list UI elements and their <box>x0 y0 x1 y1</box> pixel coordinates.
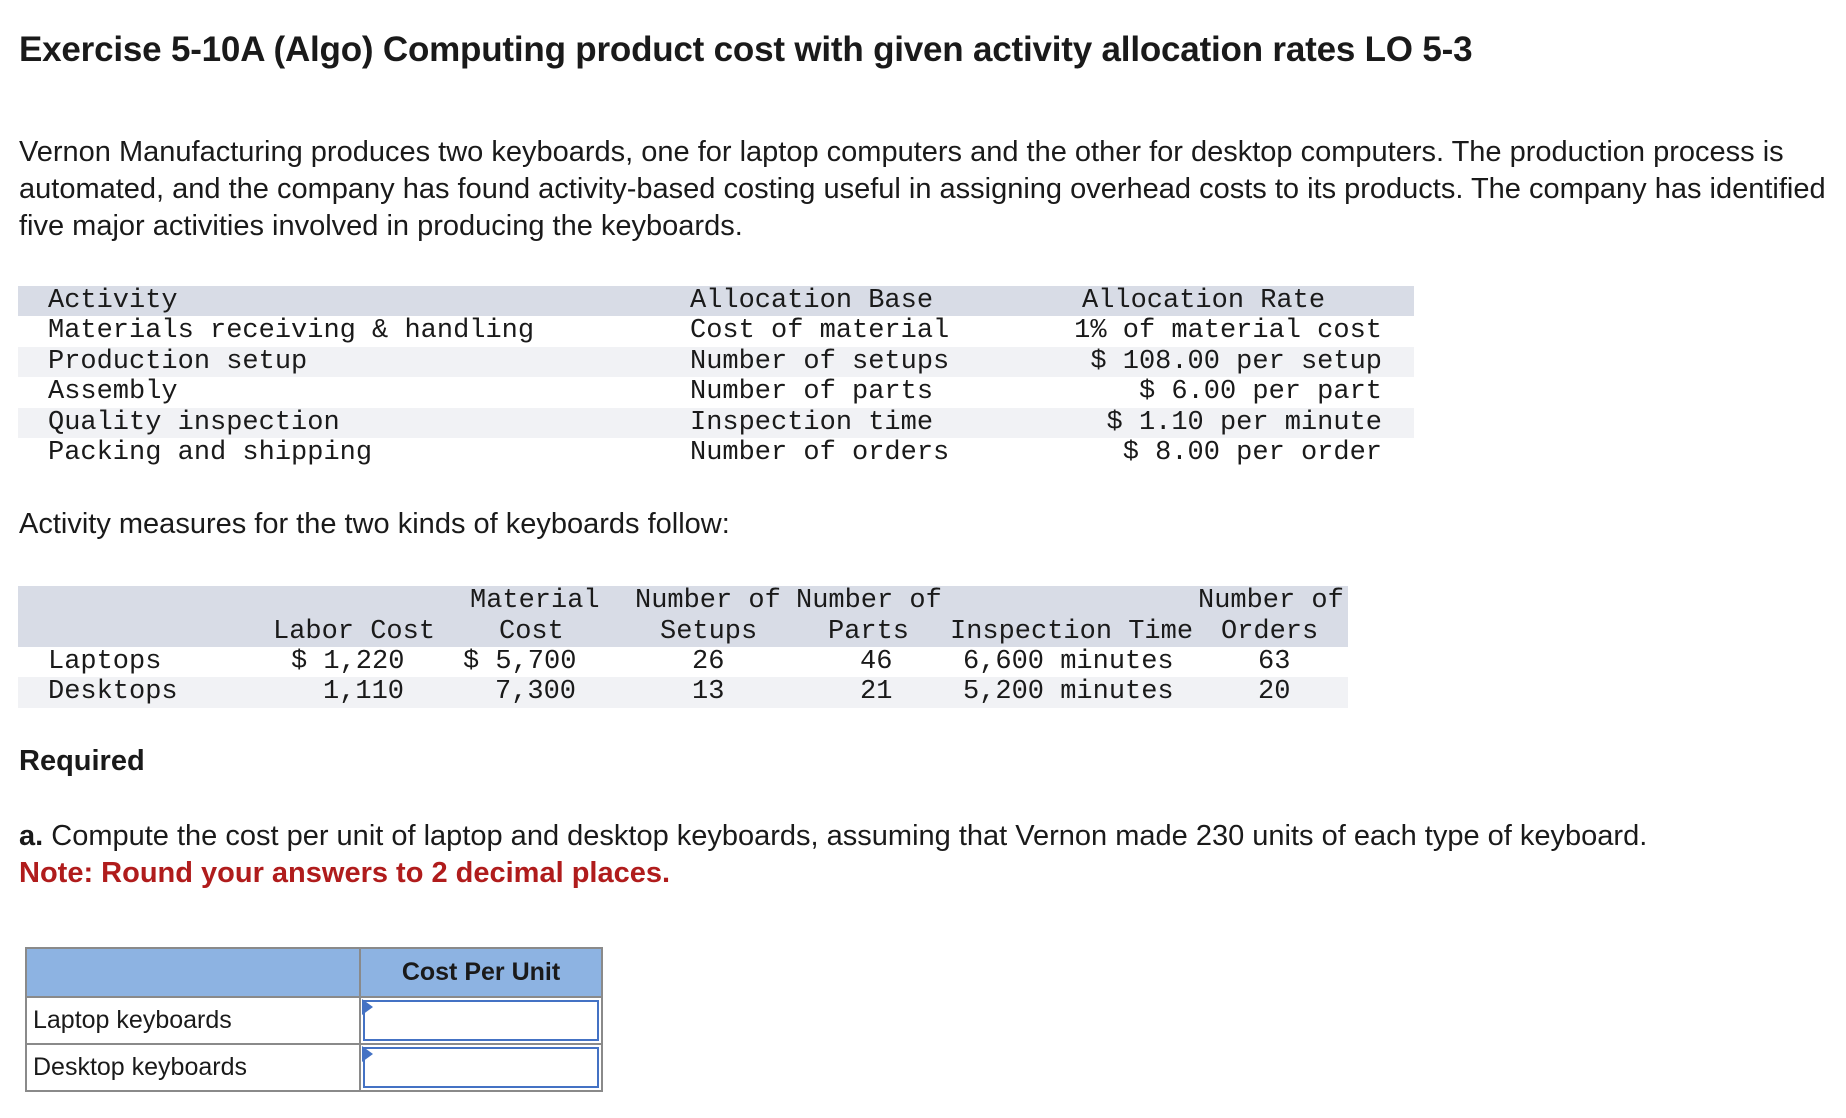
parts-value: 21 <box>860 677 893 708</box>
material-cost-value: $ 5,700 <box>463 647 577 677</box>
table-row: Packing and shipping Number of orders $ … <box>18 438 1414 468</box>
table-row: Laptop keyboards <box>25 996 603 1045</box>
header-activity: Activity <box>48 286 178 316</box>
labor-cost-value: $ 1,220 <box>291 647 405 677</box>
orders-value: 63 <box>1258 647 1291 677</box>
question-letter: a. <box>19 820 44 852</box>
activity-name: Packing and shipping <box>48 437 373 468</box>
page-title: Exercise 5-10A (Algo) Computing product … <box>19 30 1473 69</box>
header-orders-line1: Number of <box>1198 586 1344 616</box>
measures-intro: Activity measures for the two kinds of k… <box>19 508 730 540</box>
answer-row-label-laptop: Laptop keyboards <box>25 996 361 1045</box>
inspection-time-value: 5,200 minutes <box>963 677 1174 708</box>
measures-table-header: Labor Cost Material Cost Number of Setup… <box>18 586 1348 647</box>
allocation-base: Number of setups <box>690 346 950 377</box>
table-row: Desktops 1,110 7,300 13 21 5,200 minutes… <box>18 677 1348 708</box>
row-label-laptops: Laptops <box>48 647 162 677</box>
answer-table: Cost Per Unit Laptop keyboards Desktop k… <box>25 947 603 1092</box>
question-a: a. Compute the cost per unit of laptop a… <box>19 818 1647 892</box>
header-setups-line2: Setups <box>660 617 758 647</box>
activity-name: Materials receiving & handling <box>48 316 535 347</box>
header-allocation-base: Allocation Base <box>690 286 934 316</box>
allocation-rate: $ 108.00 per setup <box>1090 346 1382 377</box>
allocation-base: Number of parts <box>690 377 934 408</box>
header-material-line1: Material <box>470 586 600 616</box>
activity-name: Quality inspection <box>48 407 340 438</box>
header-orders-line2: Orders <box>1221 617 1319 647</box>
allocation-rate: $ 6.00 per part <box>1138 377 1382 408</box>
required-heading: Required <box>19 745 145 777</box>
allocation-base: Inspection time <box>690 407 934 438</box>
allocation-rate-table: Activity Allocation Base Allocation Rate… <box>18 286 1414 468</box>
laptop-cost-input[interactable] <box>363 1000 599 1041</box>
parts-value: 46 <box>860 647 893 677</box>
header-inspection-time: Inspection Time <box>950 617 1194 647</box>
desktop-cost-input[interactable] <box>363 1047 599 1088</box>
answer-cell-desktop <box>359 1043 603 1092</box>
rounding-note: Note: Round your answers to 2 decimal pl… <box>19 857 671 889</box>
allocation-base: Number of orders <box>690 437 950 468</box>
setups-value: 26 <box>692 647 725 677</box>
table-row: Laptops $ 1,220 $ 5,700 26 46 6,600 minu… <box>18 647 1348 677</box>
answer-cell-laptop <box>359 996 603 1045</box>
allocation-rate: $ 8.00 per order <box>1122 437 1382 468</box>
header-allocation-rate: Allocation Rate <box>1082 286 1326 316</box>
row-label-desktops: Desktops <box>48 677 178 708</box>
table-row: Desktop keyboards <box>25 1043 603 1092</box>
setups-value: 13 <box>692 677 725 708</box>
intro-paragraph: Vernon Manufacturing produces two keyboa… <box>19 136 1826 242</box>
header-parts-line2: Parts <box>828 617 910 647</box>
question-text: Compute the cost per unit of laptop and … <box>43 820 1648 852</box>
table-row: Materials receiving & handling Cost of m… <box>18 316 1414 346</box>
activity-name: Assembly <box>48 377 178 408</box>
answer-header-blank <box>25 947 361 998</box>
activity-name: Production setup <box>48 346 308 377</box>
orders-value: 20 <box>1258 677 1291 708</box>
rate-table-header: Activity Allocation Base Allocation Rate <box>18 286 1414 317</box>
table-row: Assembly Number of parts $ 6.00 per part <box>18 377 1414 407</box>
header-parts-line1: Number of <box>796 586 942 616</box>
activity-measures-table: Labor Cost Material Cost Number of Setup… <box>18 586 1348 708</box>
header-material-line2: Cost <box>499 617 564 647</box>
answer-header-cost-per-unit: Cost Per Unit <box>359 947 603 998</box>
header-labor-cost: Labor Cost <box>273 617 436 647</box>
inspection-time-value: 6,600 minutes <box>963 647 1174 677</box>
labor-cost-value: 1,110 <box>323 677 405 708</box>
allocation-rate: $ 1.10 per minute <box>1106 407 1382 438</box>
allocation-rate: 1% of material cost <box>1074 316 1382 347</box>
answer-row-label-desktop: Desktop keyboards <box>25 1043 361 1092</box>
material-cost-value: 7,300 <box>495 677 577 708</box>
table-row: Production setup Number of setups $ 108.… <box>18 346 1414 378</box>
allocation-base: Cost of material <box>690 316 950 347</box>
header-setups-line1: Number of <box>635 586 781 616</box>
table-row: Quality inspection Inspection time $ 1.1… <box>18 407 1414 438</box>
